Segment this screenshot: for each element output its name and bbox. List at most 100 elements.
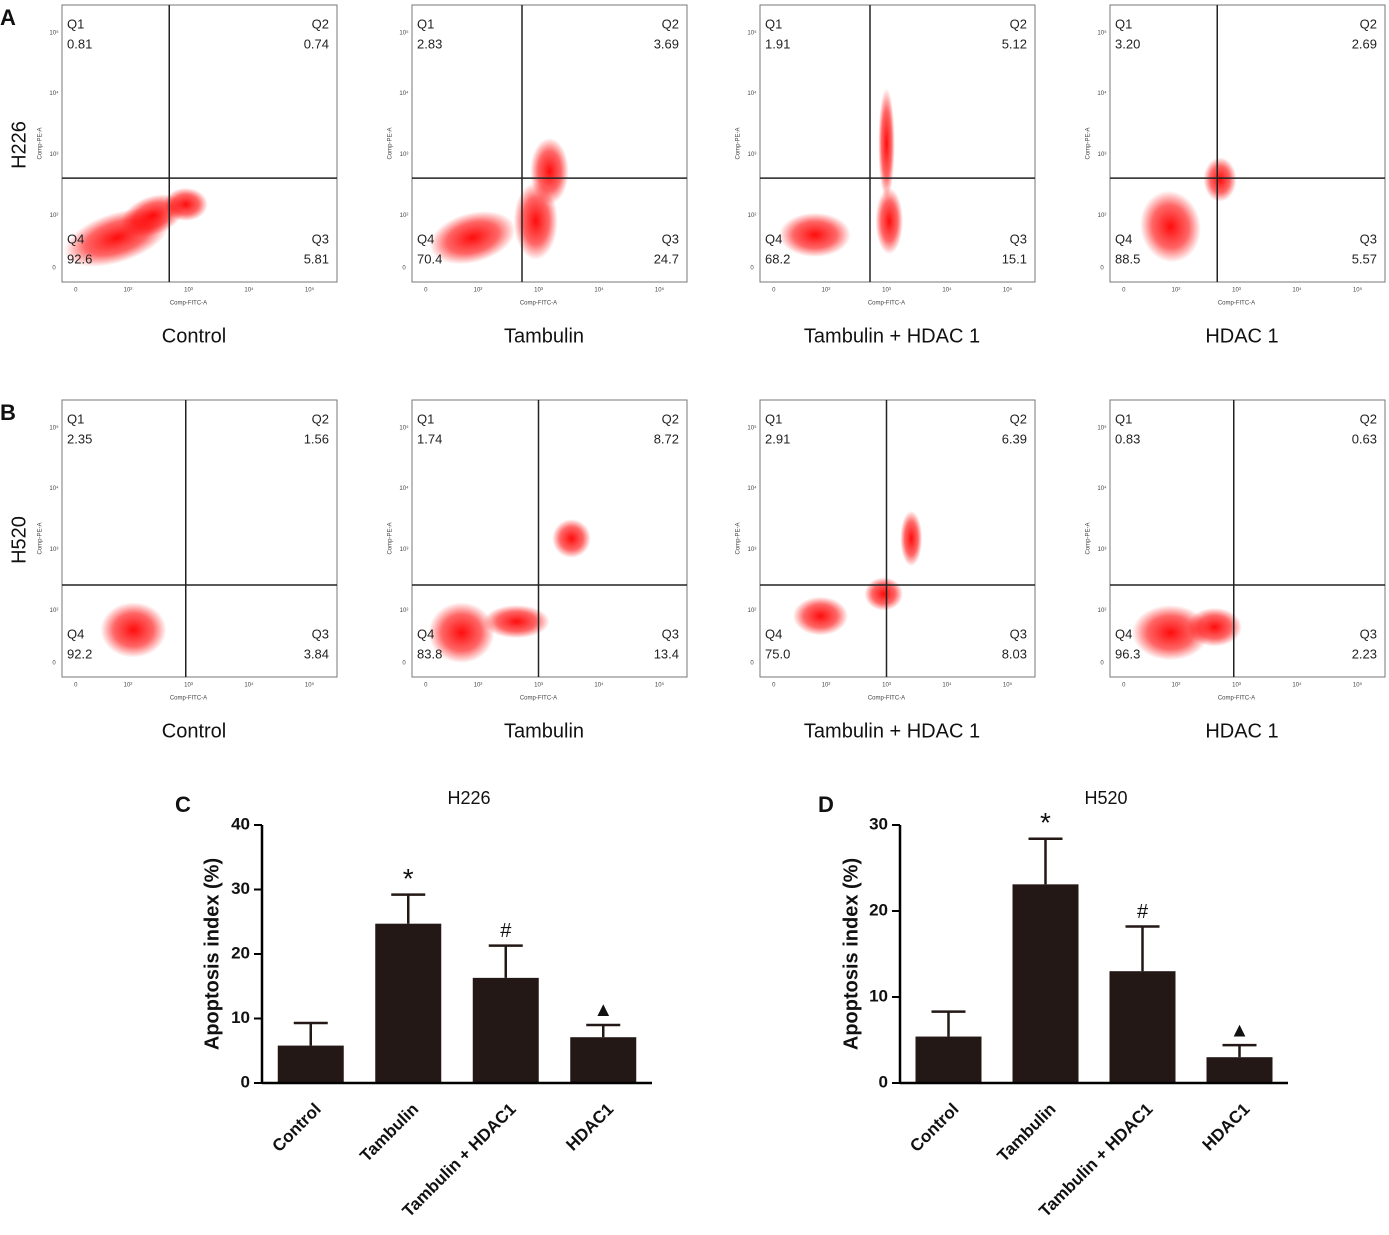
- y-tick-label: 10³: [748, 152, 757, 158]
- quadrant-value: 5.57: [1352, 251, 1377, 266]
- y-tick-label: 20: [231, 943, 250, 962]
- flow-plot: Q1 2.35 Q2 1.56 Q3 3.84 Q4 92.2 0 10² 10³ 10⁴ 10⁵ 0 10…: [38, 399, 338, 742]
- quadrant-name: Q3: [1010, 231, 1027, 246]
- quadrant-name: Q3: [662, 231, 679, 246]
- y-tick-label: 30: [231, 879, 250, 898]
- annotation: *: [1040, 807, 1051, 838]
- y-tick-label: 10²: [1098, 213, 1107, 219]
- y-tick-label: 10³: [1098, 152, 1107, 158]
- bar: [570, 1037, 637, 1083]
- y-tick-label: 30: [869, 814, 888, 833]
- x-axis-label: Comp-FITC-A: [868, 301, 905, 307]
- flow-plot: Q1 1.74 Q2 8.72 Q3 13.4 Q4 83.8 0 10² 10³ 10⁴ 10⁵ 0 10…: [388, 399, 688, 742]
- y-tick-label: 10⁴: [49, 90, 59, 97]
- event-cloud: [100, 602, 167, 658]
- y-tick-label: 10³: [50, 152, 59, 158]
- y-tick-label: 10: [231, 1008, 250, 1027]
- quadrant-name: Q3: [1360, 626, 1377, 641]
- quadrant-name: Q4: [1115, 626, 1132, 641]
- event-cloud: [878, 88, 895, 199]
- y-axis-label: Comp-PE-A: [38, 522, 44, 554]
- x-tick-label: 10²: [822, 288, 831, 294]
- y-axis-label: Apoptosis index (%): [201, 858, 223, 1050]
- x-tick-label: 10²: [1172, 683, 1181, 689]
- quadrant-name: Q4: [67, 626, 84, 641]
- y-tick-label: 10⁵: [1097, 424, 1107, 431]
- flow-plot: Q1 1.91 Q2 5.12 Q3 15.1 Q4 68.2 0 10² 10³ 10⁴ 10⁵ 0 10…: [736, 4, 1036, 347]
- y-tick-label: 10⁵: [49, 29, 59, 36]
- event-cloud: [864, 577, 903, 611]
- quadrant-value: 68.2: [765, 251, 790, 266]
- x-tick-label: 10⁵: [305, 287, 315, 294]
- x-tick-label: 10²: [474, 288, 483, 294]
- x-tick-label: 0: [1122, 683, 1126, 689]
- plot-title: Tambulin: [504, 720, 584, 742]
- event-cloud: [530, 137, 569, 205]
- y-tick-label: 40: [231, 814, 250, 833]
- row-label: H520: [8, 516, 30, 564]
- bar: [375, 923, 442, 1083]
- event-cloud: [1187, 607, 1242, 647]
- quadrant-name: Q3: [1360, 231, 1377, 246]
- plot-title: Tambulin + HDAC 1: [804, 325, 980, 347]
- quadrant-value: 8.03: [1002, 646, 1027, 661]
- x-tick-label: 10⁴: [594, 287, 604, 294]
- panel-letter: A: [0, 5, 16, 30]
- plot-frame: [759, 4, 1036, 283]
- event-cloud: [779, 212, 851, 258]
- y-axis-label: Comp-PE-A: [38, 127, 44, 159]
- quadrant-name: Q2: [312, 16, 329, 31]
- y-tick-label: 10³: [1098, 547, 1107, 553]
- y-tick-label: 0: [52, 266, 56, 272]
- quadrant-name: Q2: [1360, 16, 1377, 31]
- x-tick-label: Control: [906, 1100, 962, 1156]
- x-tick-label: 10³: [1232, 683, 1241, 689]
- y-tick-label: 10⁵: [1097, 29, 1107, 36]
- bar: [277, 1045, 344, 1083]
- x-tick-label: 10³: [1232, 288, 1241, 294]
- y-tick-label: 0: [1100, 661, 1104, 667]
- plot-frame: [1109, 399, 1386, 678]
- quadrant-name: Q2: [662, 411, 679, 426]
- quadrant-value: 0.81: [67, 36, 92, 51]
- plot-title: Tambulin + HDAC 1: [804, 720, 980, 742]
- panel-letter: C: [175, 792, 191, 817]
- annotation: ▲: [1230, 1019, 1250, 1041]
- x-tick-label: 10⁴: [244, 682, 254, 689]
- x-tick-label: 10³: [882, 288, 891, 294]
- quadrant-name: Q2: [662, 16, 679, 31]
- y-tick-label: 10⁴: [1097, 485, 1107, 492]
- plot-frame: [411, 4, 688, 283]
- event-cloud: [428, 602, 495, 664]
- quadrant-name: Q4: [417, 626, 434, 641]
- x-tick-label: 10²: [474, 683, 483, 689]
- y-tick-label: 10²: [748, 213, 757, 219]
- x-tick-label: 10⁵: [305, 682, 315, 689]
- quadrant-name: Q1: [765, 411, 782, 426]
- y-axis-label: Comp-PE-A: [388, 522, 394, 554]
- plot-title: Control: [162, 325, 226, 347]
- y-axis-label: Comp-PE-A: [736, 522, 742, 554]
- y-tick-label: 10⁴: [747, 485, 757, 492]
- quadrant-value: 3.84: [304, 646, 329, 661]
- quadrant-name: Q1: [765, 16, 782, 31]
- row-label: H226: [8, 121, 30, 169]
- quadrant-name: Q3: [662, 626, 679, 641]
- y-tick-label: 0: [750, 661, 754, 667]
- x-axis-label: Comp-FITC-A: [1218, 696, 1255, 702]
- x-tick-label: 10⁴: [244, 287, 254, 294]
- quadrant-value: 83.8: [417, 646, 442, 661]
- quadrant-name: Q1: [417, 411, 434, 426]
- quadrant-name: Q4: [67, 231, 84, 246]
- panel-letter: D: [818, 792, 834, 817]
- x-tick-label: 10⁴: [942, 682, 952, 689]
- flow-plot: Q1 0.81 Q2 0.74 Q3 5.81 Q4 92.6 0 10² 10³ 10⁴ 10⁵ 0 10…: [38, 4, 338, 347]
- y-tick-label: 10⁴: [399, 90, 409, 97]
- quadrant-value: 92.6: [67, 251, 92, 266]
- flow-plot: Q1 2.91 Q2 6.39 Q3 8.03 Q4 75.0 0 10² 10³ 10⁴ 10⁵ 0 10…: [736, 399, 1036, 742]
- y-tick-label: 20: [869, 900, 888, 919]
- quadrant-value: 3.20: [1115, 36, 1140, 51]
- x-tick-label: 10⁵: [1003, 287, 1013, 294]
- event-cloud: [793, 596, 848, 636]
- event-cloud: [1203, 157, 1237, 202]
